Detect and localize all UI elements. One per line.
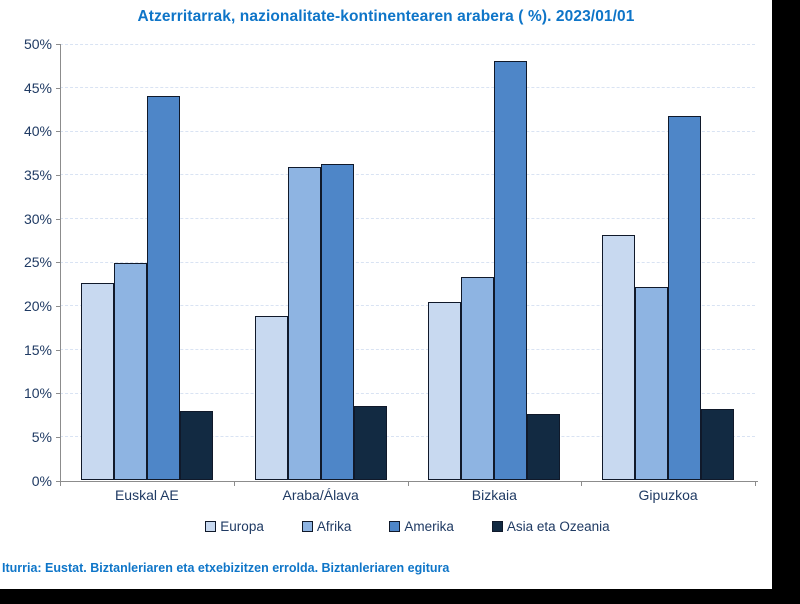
x-axis-tick-mark bbox=[233, 481, 235, 486]
bar bbox=[701, 408, 735, 481]
bar bbox=[602, 235, 636, 481]
x-axis-line bbox=[60, 480, 758, 482]
legend-swatch-icon bbox=[301, 520, 313, 532]
y-gridline bbox=[60, 392, 755, 394]
legend-swatch-icon bbox=[389, 520, 401, 532]
bar bbox=[668, 116, 702, 481]
bar bbox=[320, 163, 354, 481]
chart-title: Atzerritarrak, nazionalitate-kontinentea… bbox=[137, 8, 635, 25]
y-axis-line bbox=[60, 44, 61, 481]
legend-swatch-icon bbox=[491, 520, 503, 532]
bar bbox=[146, 96, 180, 481]
bar bbox=[353, 406, 387, 481]
y-gridline bbox=[60, 261, 755, 263]
legend-item: Asia eta Ozeania bbox=[491, 518, 610, 534]
bar bbox=[527, 414, 561, 481]
x-axis-tick-mark bbox=[407, 481, 409, 486]
bar bbox=[179, 410, 213, 481]
legend-item: Amerika bbox=[389, 519, 454, 534]
y-gridline bbox=[60, 349, 755, 351]
legend-label: Asia eta Ozeania bbox=[506, 518, 610, 534]
bar bbox=[494, 60, 528, 481]
legend-label: Afrika bbox=[316, 518, 352, 534]
x-axis-category-label: Gipuzkoa bbox=[638, 487, 698, 503]
y-axis-tick-mark bbox=[56, 174, 60, 176]
right-black-border bbox=[772, 0, 800, 604]
x-axis-category-label: Euskal AE bbox=[114, 487, 179, 503]
y-axis-tick-mark bbox=[56, 305, 60, 307]
y-axis-tick-mark bbox=[56, 480, 60, 482]
y-gridline bbox=[60, 87, 755, 89]
bar bbox=[254, 315, 288, 481]
y-gridline bbox=[60, 130, 755, 132]
y-axis-tick-mark bbox=[56, 262, 60, 264]
source-caption: Iturria: Eustat. Biztanleriaren eta etxe… bbox=[2, 561, 450, 575]
y-axis-tick-label: 0% bbox=[31, 472, 52, 489]
x-axis-tick-mark bbox=[581, 481, 583, 486]
legend-swatch-icon bbox=[205, 520, 217, 532]
bar bbox=[461, 277, 495, 481]
y-gridline bbox=[60, 305, 755, 307]
x-axis-tick-mark bbox=[755, 481, 756, 486]
y-axis-tick-label: 50% bbox=[23, 36, 52, 52]
bar bbox=[287, 167, 321, 481]
y-axis-tick-mark bbox=[56, 44, 60, 45]
legend-item: Afrika bbox=[301, 518, 352, 534]
y-axis-tick-mark bbox=[56, 436, 60, 438]
y-axis-tick-mark bbox=[56, 393, 60, 395]
x-axis-tick-mark bbox=[60, 481, 61, 486]
legend-label: Europa bbox=[220, 518, 264, 534]
y-gridline bbox=[60, 218, 755, 220]
legend-label: Amerika bbox=[404, 518, 454, 534]
y-axis-tick-label: 20% bbox=[23, 297, 52, 314]
bottom-black-border bbox=[0, 589, 800, 604]
y-gridline bbox=[60, 43, 755, 45]
y-axis-tick-label: 40% bbox=[23, 123, 52, 140]
x-axis-category-label: Bizkaia bbox=[471, 487, 517, 503]
y-axis-tick-label: 45% bbox=[23, 79, 52, 96]
y-axis-tick-label: 5% bbox=[31, 428, 52, 445]
y-axis-tick-mark bbox=[56, 218, 60, 220]
legend-item: Europa bbox=[205, 519, 264, 534]
bar bbox=[428, 301, 462, 481]
y-axis-tick-label: 10% bbox=[23, 385, 52, 402]
y-axis-tick-label: 15% bbox=[23, 341, 52, 358]
y-axis-tick-mark bbox=[56, 87, 60, 89]
y-axis-tick-mark bbox=[56, 349, 60, 351]
y-axis-tick-mark bbox=[56, 131, 60, 133]
bar bbox=[113, 263, 147, 481]
x-axis-category-label: Araba/Álava bbox=[282, 487, 359, 503]
bar bbox=[635, 286, 669, 481]
bar bbox=[80, 283, 114, 481]
y-axis-tick-label: 30% bbox=[23, 210, 52, 227]
y-gridline bbox=[60, 174, 755, 176]
y-gridline bbox=[60, 436, 755, 438]
y-axis-tick-label: 25% bbox=[23, 254, 52, 271]
chart-legend: Europa Afrika Amerika Asia eta Ozeania bbox=[60, 516, 755, 536]
y-axis-tick-label: 35% bbox=[23, 166, 52, 183]
